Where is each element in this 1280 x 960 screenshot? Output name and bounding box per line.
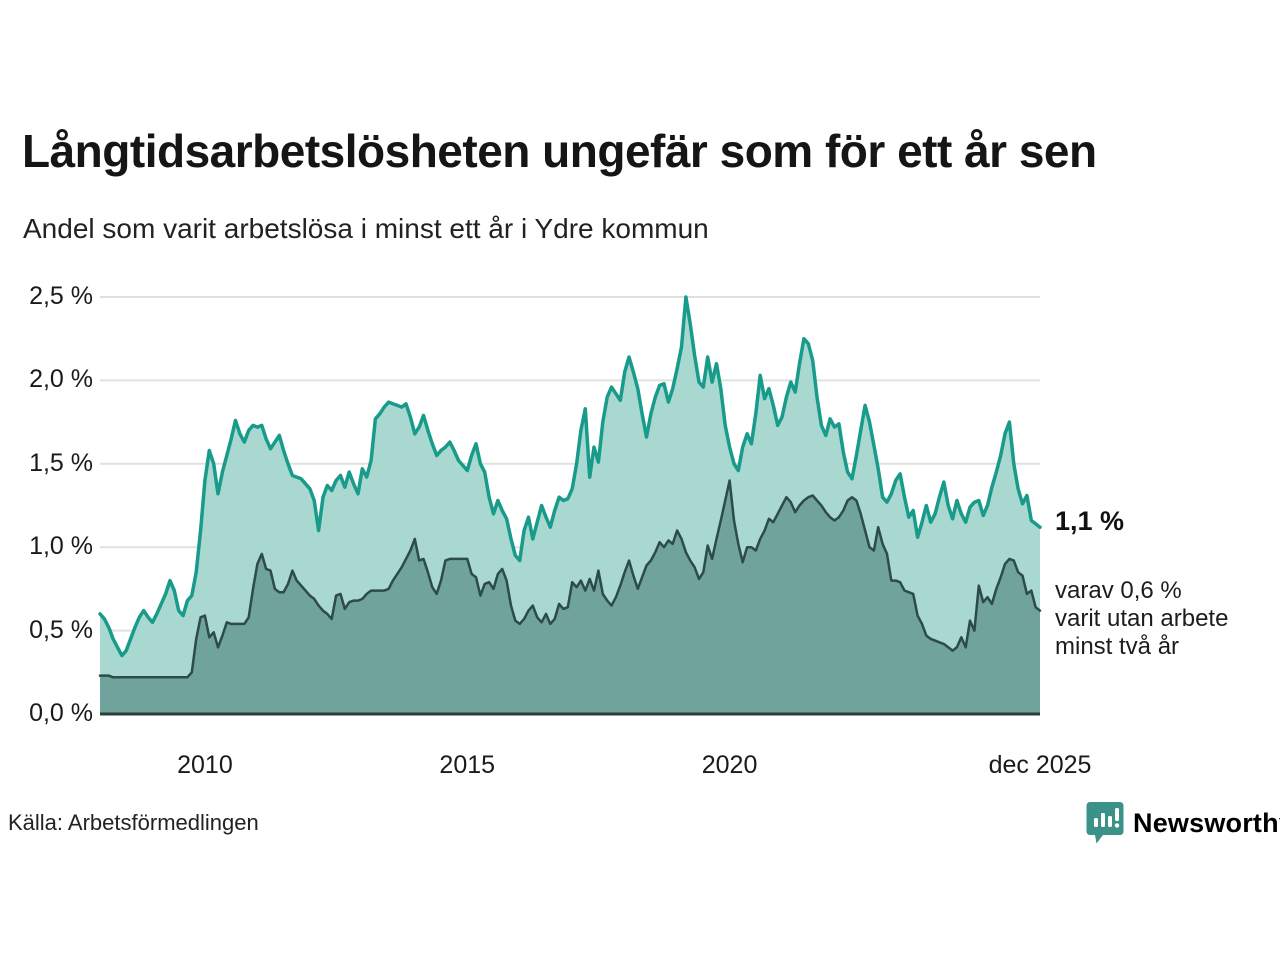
newsworthy-logo-icon bbox=[1086, 802, 1124, 844]
y-axis-label: 1,5 % bbox=[29, 448, 93, 477]
newsworthy-logo: Newsworthy bbox=[1086, 801, 1280, 845]
chart-subtitle: Andel som varit arbetslösa i minst ett å… bbox=[23, 213, 709, 244]
secondary-annotation-line: varit utan arbete bbox=[1055, 605, 1229, 632]
secondary-annotation-line: varav 0,6 % bbox=[1055, 577, 1182, 604]
page-title: Långtidsarbetslösheten ungefär som för e… bbox=[22, 125, 1097, 177]
source-attribution: Källa: Arbetsförmedlingen bbox=[8, 810, 259, 835]
y-axis-label: 0,0 % bbox=[29, 699, 93, 727]
x-axis-tick-2020: 2020 bbox=[701, 751, 758, 779]
y-axis-label: 2,5 % bbox=[29, 282, 93, 310]
secondary-annotation: varav 0,6 % varit utan arbete minst två … bbox=[1055, 577, 1228, 661]
x-axis-tick-dec-2025: dec 2025 bbox=[988, 751, 1092, 779]
y-axis-label: 2,0 % bbox=[29, 365, 93, 394]
secondary-annotation-line: minst två år bbox=[1055, 633, 1180, 660]
newsworthy-logo-text: Newsworthy bbox=[1133, 807, 1280, 838]
x-axis-tick-2010: 2010 bbox=[177, 751, 233, 779]
x-axis-tick-2015: 2015 bbox=[439, 751, 496, 779]
latest-value-label: 1,1 % bbox=[1055, 506, 1125, 536]
y-axis-label: 0,5 % bbox=[29, 615, 93, 644]
y-axis-label: 1,0 % bbox=[29, 532, 93, 561]
